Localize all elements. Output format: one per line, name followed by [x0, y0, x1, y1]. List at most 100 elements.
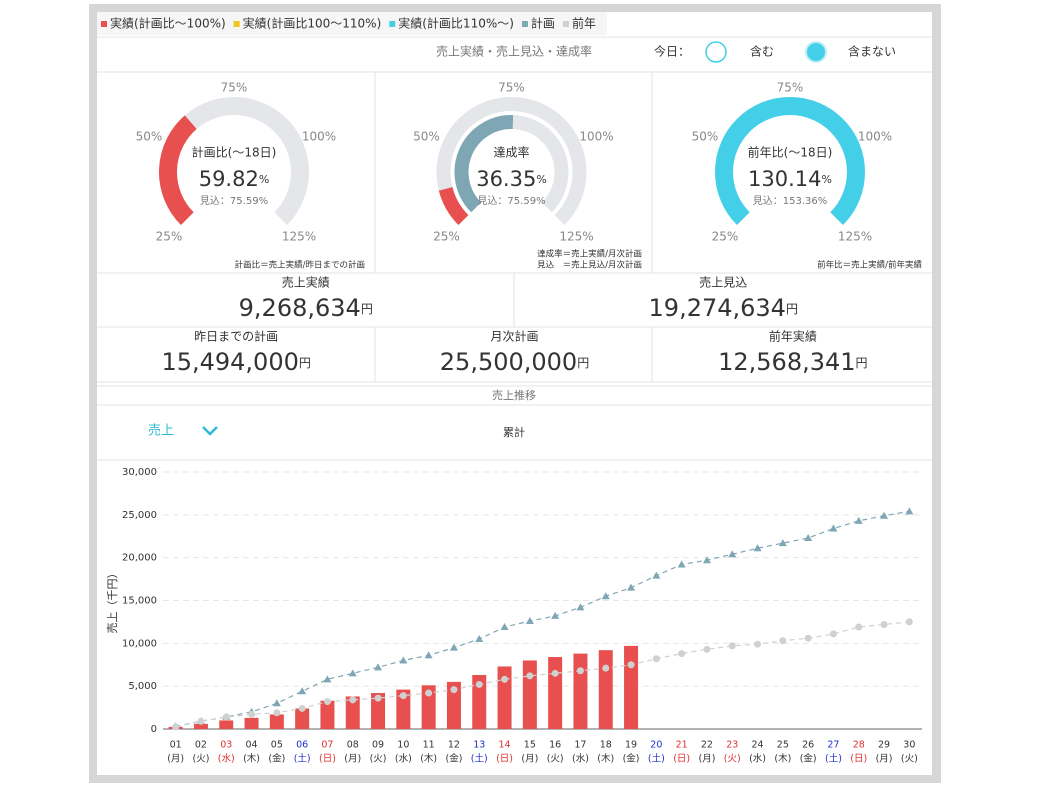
legend-swatch [233, 21, 240, 27]
x-tick-label: 13 [473, 740, 485, 751]
x-tick-label: 25 [777, 740, 789, 751]
x-tick-label: 23 [726, 740, 738, 751]
kpi-amount: 19,274,634円 [649, 294, 798, 322]
x-tick-label: 22 [701, 740, 713, 751]
gauge-scale-label: 100% [302, 129, 336, 143]
gauge-scale-label: 75% [221, 81, 248, 95]
x-tick-label: 21 [676, 740, 688, 751]
marker-circle [754, 640, 762, 648]
kpi-amount-number: 25,500,000 [440, 348, 577, 376]
marker-triangle [323, 675, 332, 683]
bar [193, 723, 208, 729]
x-tick-label: 17 [574, 740, 586, 751]
marker-triangle [753, 544, 762, 552]
radio-selected[interactable] [805, 41, 827, 63]
y-axis-label: 売上（千円） [106, 568, 119, 634]
marker-circle [905, 618, 913, 626]
x-tick-label: 19 [625, 740, 637, 751]
gauge-forecast-text: 見込：153.36% [753, 195, 828, 207]
x-tick-weekday: (火) [370, 754, 387, 765]
x-tick-label: 18 [600, 740, 612, 751]
x-tick-weekday: (日) [319, 754, 336, 765]
marker-circle [829, 630, 837, 638]
forecast-label: 見込： [753, 195, 783, 207]
x-tick-weekday: (月) [344, 754, 361, 765]
marker-circle [804, 634, 812, 642]
x-tick-weekday: (木) [420, 753, 437, 765]
panel [97, 12, 932, 775]
gauge-forecast-text: 見込：75.59% [477, 195, 545, 207]
y-tick-label: 25,000 [122, 510, 157, 521]
x-tick-label: 20 [650, 740, 662, 751]
today-label: 今日： [654, 44, 690, 59]
metric-select[interactable]: 売上 [148, 423, 174, 439]
marker-triangle [298, 687, 307, 695]
x-tick-label: 14 [499, 740, 511, 751]
marker-circle [678, 650, 686, 658]
kpi-amount-number: 9,268,634 [239, 294, 361, 322]
bar [624, 645, 639, 729]
x-tick-weekday: (日) [673, 754, 690, 765]
line [175, 621, 910, 728]
kpi-amount: 9,268,634円 [239, 294, 373, 322]
marker-triangle [449, 643, 458, 651]
marker-circle [652, 655, 660, 663]
gauge-note: 達成率＝売上実績/月次計画 [537, 249, 642, 260]
forecast-number: 153.36 [783, 196, 818, 207]
forecast-label: 見込： [477, 195, 507, 207]
x-tick-label: 10 [397, 740, 409, 751]
marker-circle [475, 680, 483, 688]
marker-circle [425, 689, 433, 697]
x-tick-weekday: (月) [521, 754, 538, 765]
x-tick-weekday: (金) [445, 753, 462, 765]
header-title: 売上実績・売上見込・達成率 [436, 44, 592, 59]
gauge-scale-label: 25% [712, 230, 739, 244]
forecast-unit: % [259, 196, 269, 207]
marker-triangle [652, 571, 661, 579]
bar [219, 720, 234, 729]
marker-triangle [778, 539, 787, 547]
legend-bar [97, 12, 607, 35]
x-tick-weekday: (日) [850, 754, 867, 765]
gauge-unit: % [536, 173, 546, 186]
x-tick-label: 04 [246, 740, 258, 751]
x-tick-label: 05 [271, 740, 283, 751]
gauge-value-text: 59.82% [199, 167, 270, 191]
marker-triangle [525, 617, 534, 625]
x-tick-label: 01 [170, 740, 182, 751]
x-tick-weekday: (土) [825, 753, 842, 765]
marker-triangle [424, 651, 433, 659]
marker-triangle [551, 611, 560, 619]
bar [446, 681, 461, 729]
marker-circle [197, 717, 205, 725]
marker-triangle [374, 663, 383, 671]
radio-label[interactable]: 含まない [848, 44, 896, 59]
legend-swatch [101, 21, 107, 27]
x-tick-weekday: (水) [218, 753, 235, 765]
x-tick-weekday: (月) [167, 754, 184, 765]
gauge-scale-label: 75% [777, 81, 804, 95]
marker-circle [450, 686, 458, 694]
marker-circle [399, 692, 407, 700]
x-tick-weekday: (水) [749, 753, 766, 765]
kpi-amount: 15,494,000円 [161, 348, 310, 376]
bar [472, 675, 487, 729]
marker-triangle [677, 560, 686, 568]
gauge-value-text: 130.14% [748, 167, 832, 191]
radio-label[interactable]: 含む [750, 44, 774, 59]
x-tick-weekday: (月) [876, 754, 893, 765]
gauge-scale-label: 50% [413, 129, 440, 143]
gauge-scale-label: 75% [498, 81, 525, 95]
x-tick-weekday: (土) [294, 753, 311, 765]
kpi-unit: 円 [577, 356, 589, 370]
gauge-scale-label: 25% [156, 230, 183, 244]
kpi-amount: 25,500,000円 [440, 348, 589, 376]
kpi-amount-number: 15,494,000 [161, 348, 298, 376]
x-tick-weekday: (木) [597, 753, 614, 765]
x-tick-label: 08 [347, 740, 359, 751]
x-tick-label: 15 [524, 740, 536, 751]
radio[interactable] [705, 41, 727, 63]
bar [295, 708, 310, 729]
dropdown-chevron[interactable] [202, 426, 218, 436]
